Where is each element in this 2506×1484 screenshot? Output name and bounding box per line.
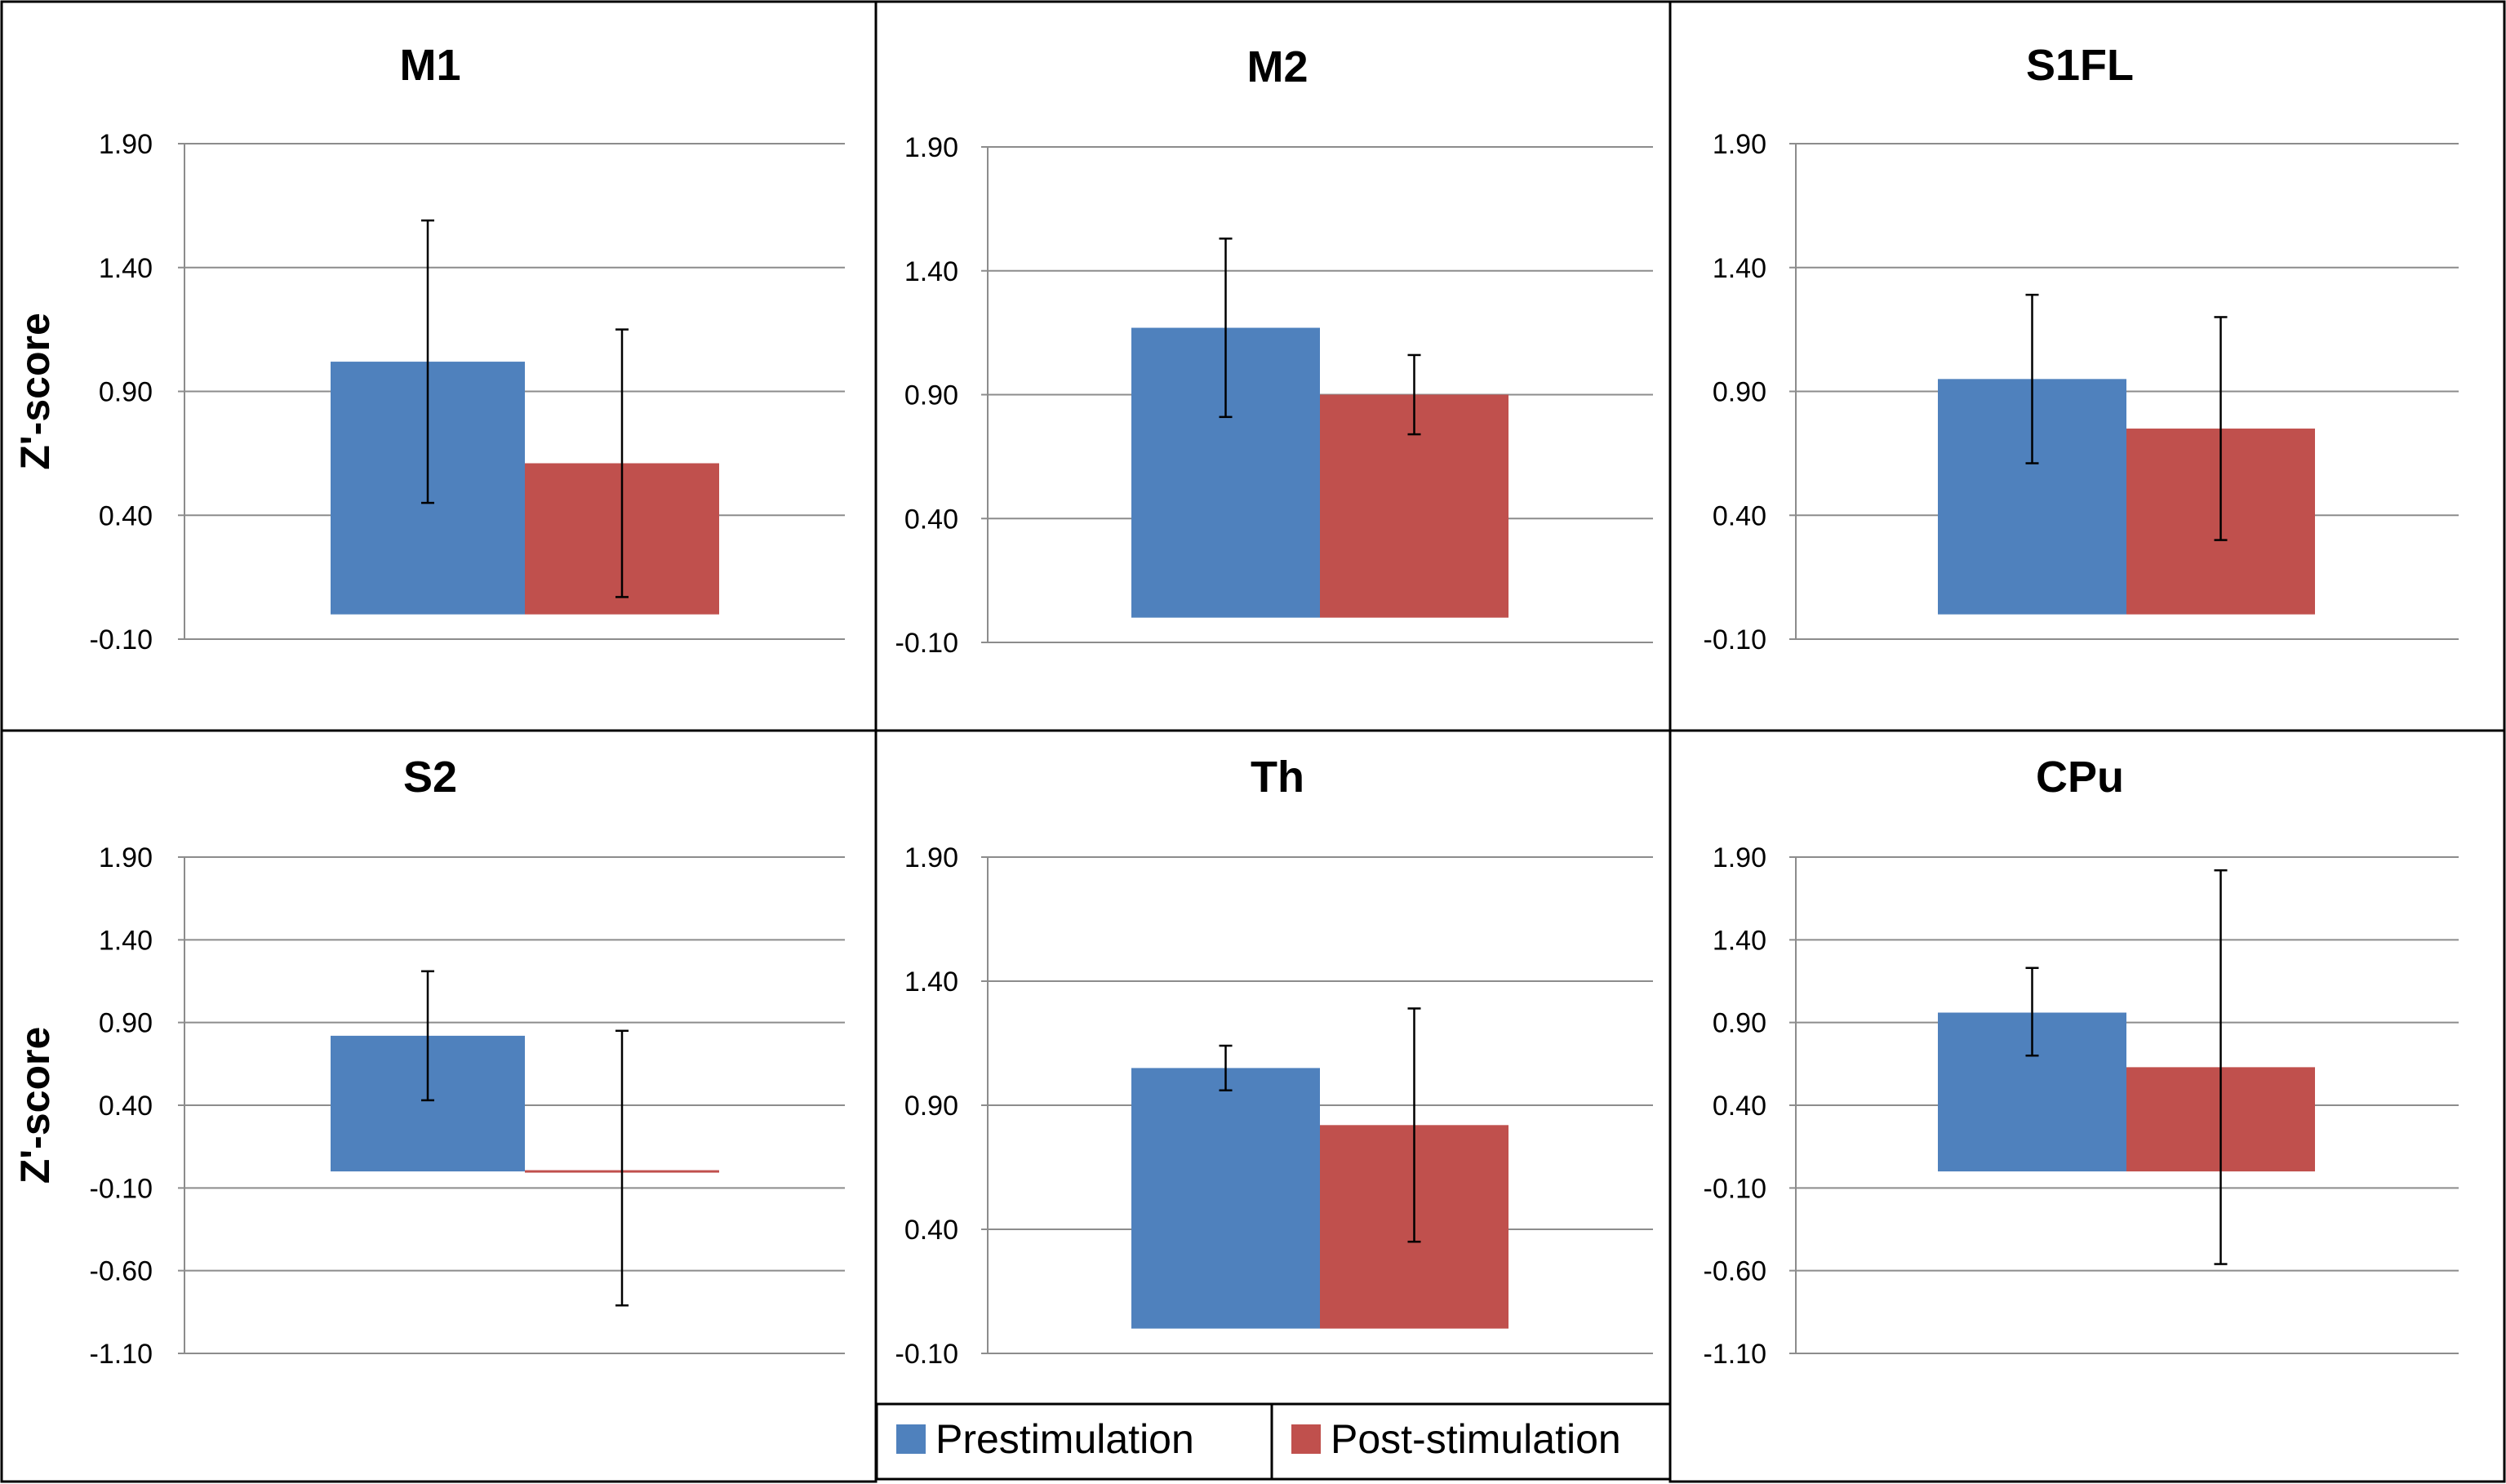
chart-m2: M2 1.90 1.40 0.90 0.40 -0.10 [895, 42, 1653, 659]
legend-label-prestimulation: Prestimulation [935, 1416, 1194, 1462]
panel-border-cpu [1668, 729, 2506, 1483]
y-axis-label-m1: Z'-score [12, 313, 58, 470]
y-tick-label-th: -0.10 [895, 1339, 959, 1370]
legend-swatch-post-stimulation [1291, 1424, 1321, 1454]
y-tick-label-cpu: 1.40 [1713, 925, 1766, 956]
y-tick-label-s2: -0.60 [90, 1256, 153, 1287]
chart-panels: M1 Z'-score 1.90 1.40 0.90 0.40 -0.10 M2 1.90 1.4… [12, 41, 2459, 1370]
bar-prestimulation-th [1131, 1068, 1320, 1329]
y-tick-label-m1: -0.10 [90, 624, 153, 655]
y-tick-label-m1: 0.40 [99, 500, 153, 531]
y-tick-label-s2: 1.90 [99, 842, 153, 873]
y-tick-label-m2: 1.90 [904, 132, 958, 163]
y-tick-label-m1: 0.90 [99, 377, 153, 408]
y-tick-label-m2: 0.90 [904, 380, 958, 411]
legend: Prestimulation Post-stimulation [875, 1402, 1672, 1481]
chart-title-m1: M1 [399, 41, 460, 90]
y-tick-label-s2: 0.40 [99, 1091, 153, 1122]
y-tick-label-s1fl: 0.40 [1713, 500, 1766, 531]
chart-s1fl: S1FL 1.90 1.40 0.90 0.40 -0.10 [1704, 41, 2459, 655]
y-tick-label-s1fl: 0.90 [1713, 377, 1766, 408]
y-tick-label-cpu: 0.40 [1713, 1091, 1766, 1122]
y-tick-label-cpu: 0.90 [1713, 1008, 1766, 1039]
chart-s2: S2 Z'-score 1.90 1.40 0.90 0.40 -0.10 -0.60 -1.1… [12, 753, 845, 1370]
y-tick-label-m2: -0.10 [895, 628, 959, 659]
y-tick-label-cpu: 1.90 [1713, 842, 1766, 873]
chart-cpu: CPu 1.90 1.40 0.90 0.40 -0.10 -0.60 -1.10 [1704, 753, 2459, 1370]
y-tick-label-cpu: -1.10 [1704, 1339, 1767, 1370]
y-tick-label-m1: 1.40 [99, 253, 153, 284]
chart-title-s2: S2 [403, 753, 457, 802]
chart-title-m2: M2 [1246, 42, 1308, 91]
y-tick-label-m2: 1.40 [904, 256, 958, 287]
y-tick-label-th: 1.40 [904, 966, 958, 997]
y-tick-label-s1fl: 1.40 [1713, 253, 1766, 284]
legend-box-post-stimulation [1270, 1402, 1672, 1481]
y-tick-label-s2: -0.10 [90, 1173, 153, 1204]
y-axis-label-s2: Z'-score [12, 1027, 58, 1184]
chart-title-s1fl: S1FL [2026, 41, 2134, 90]
legend-label-post-stimulation: Post-stimulation [1331, 1416, 1621, 1462]
y-tick-label-s2: 0.90 [99, 1008, 153, 1039]
y-tick-label-m1: 1.90 [99, 129, 153, 160]
y-tick-label-s2: -1.10 [90, 1339, 153, 1370]
chart-m1: M1 Z'-score 1.90 1.40 0.90 0.40 -0.10 [12, 41, 845, 655]
chart-title-cpu: CPu [2036, 753, 2124, 802]
y-tick-label-cpu: -0.60 [1704, 1256, 1767, 1287]
y-tick-label-th: 1.90 [904, 842, 958, 873]
y-tick-label-th: 0.40 [904, 1215, 958, 1246]
y-tick-label-th: 0.90 [904, 1091, 958, 1122]
chart-title-th: Th [1251, 753, 1304, 802]
y-tick-label-m2: 0.40 [904, 504, 958, 535]
legend-swatch-prestimulation [896, 1424, 926, 1454]
y-tick-label-s1fl: -0.10 [1704, 624, 1767, 655]
y-tick-label-s1fl: 1.90 [1713, 129, 1766, 160]
y-tick-label-cpu: -0.10 [1704, 1173, 1767, 1204]
chart-th: Th 1.90 1.40 0.90 0.40 -0.10 [895, 753, 1653, 1370]
y-tick-label-s2: 1.40 [99, 925, 153, 956]
